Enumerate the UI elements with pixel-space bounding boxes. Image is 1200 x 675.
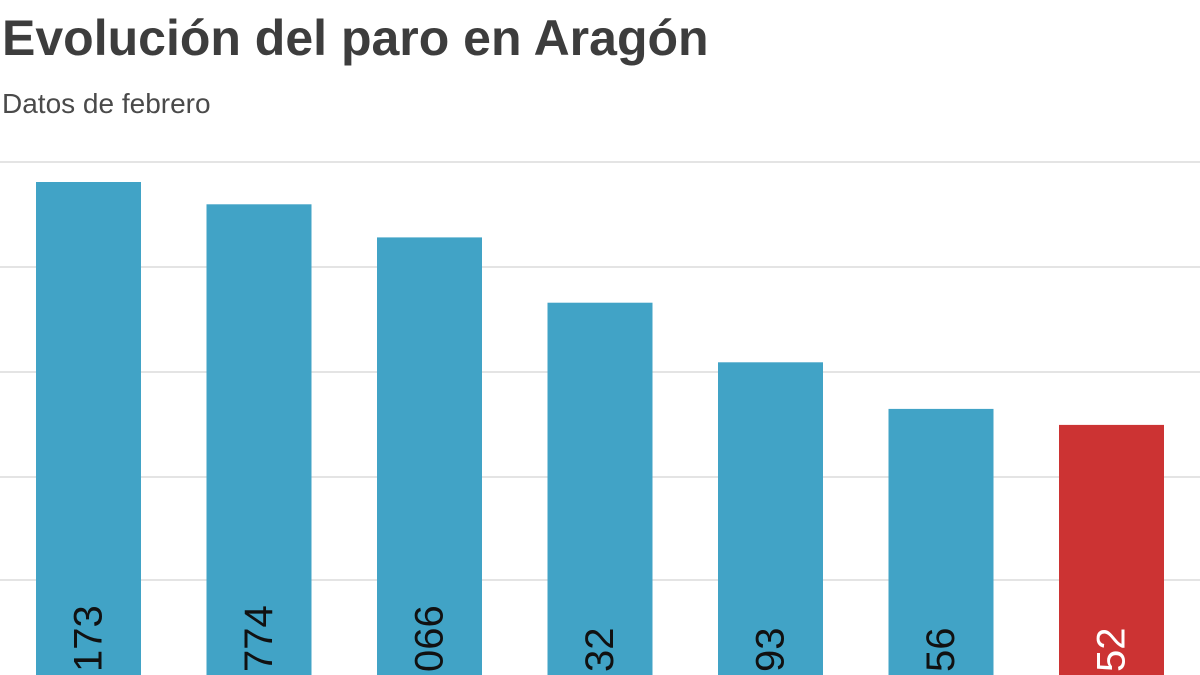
chart-subtitle: Datos de febrero xyxy=(2,88,211,119)
bar-value-label-3: 066 xyxy=(408,605,452,672)
bars xyxy=(36,182,1164,675)
bar-6 xyxy=(888,408,994,675)
chart-title: Evolución del paro en Aragón xyxy=(2,10,709,66)
bar-4 xyxy=(547,302,653,675)
bar-value-label-1: 173 xyxy=(67,605,111,672)
bar-3 xyxy=(377,237,482,675)
bar-value-label-2: 774 xyxy=(237,605,281,672)
bar-7 xyxy=(1059,424,1164,675)
bar-5 xyxy=(718,362,823,675)
bar-value-labels: 173 774 066 32 93 56 52 xyxy=(67,605,1134,672)
bar-value-label-4: 32 xyxy=(578,628,622,673)
bar-value-label-7: 52 xyxy=(1090,628,1134,673)
bar-2 xyxy=(206,204,312,675)
bar-1 xyxy=(36,182,141,675)
bar-value-label-5: 93 xyxy=(749,628,793,673)
bar-value-label-6: 56 xyxy=(919,628,963,673)
